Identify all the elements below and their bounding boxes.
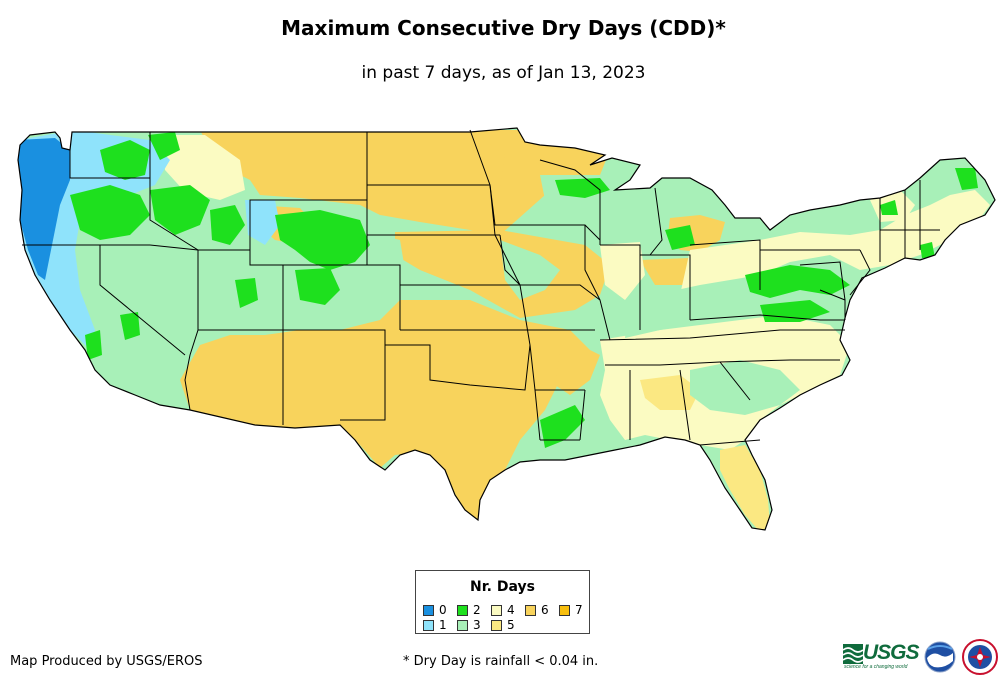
dry-day-footnote: * Dry Day is rainfall < 0.04 in. — [403, 654, 599, 669]
legend-item-0: 0 — [423, 603, 447, 617]
map-credit: Map Produced by USGS/EROS — [10, 654, 203, 669]
legend-label: 4 — [507, 603, 515, 617]
legend-item-2: 2 — [457, 603, 481, 617]
legend-item-4: 4 — [491, 603, 515, 617]
legend-label: 1 — [439, 618, 447, 632]
legend-swatch — [491, 619, 502, 631]
legend: Nr. Days 0 1 2 3 4 5 6 7 — [415, 570, 590, 634]
legend-item-7: 7 — [559, 603, 583, 617]
legend-swatch — [559, 604, 570, 616]
legend-label: 6 — [541, 603, 549, 617]
legend-swatch — [423, 619, 434, 631]
legend-label: 2 — [473, 603, 481, 617]
usgs-logo: USGS science for a changing world — [843, 641, 920, 672]
legend-label: 0 — [439, 603, 447, 617]
nws-logo-icon — [962, 639, 998, 675]
legend-item-5: 5 — [491, 618, 515, 632]
usgs-logo-text: USGS — [863, 641, 920, 664]
legend-swatch — [457, 619, 468, 631]
legend-label: 7 — [575, 603, 583, 617]
usgs-wave-icon — [843, 644, 863, 664]
legend-item-6: 6 — [525, 603, 549, 617]
state-borders — [22, 129, 940, 446]
map-subtitle: in past 7 days, as of Jan 13, 2023 — [361, 63, 646, 83]
legend-item-3: 3 — [457, 618, 481, 632]
usgs-tagline: science for a changing world — [844, 664, 908, 670]
legend-swatch — [457, 604, 468, 616]
map-title: Maximum Consecutive Dry Days (CDD)* — [281, 16, 726, 40]
legend-swatch — [525, 604, 536, 616]
noaa-logo-icon — [924, 641, 956, 673]
legend-swatch — [491, 604, 502, 616]
legend-label: 3 — [473, 618, 481, 632]
legend-item-1: 1 — [423, 618, 447, 632]
legend-swatch — [423, 604, 434, 616]
legend-label: 5 — [507, 618, 515, 632]
us-dry-days-map — [17, 127, 996, 531]
legend-title: Nr. Days — [470, 579, 535, 595]
